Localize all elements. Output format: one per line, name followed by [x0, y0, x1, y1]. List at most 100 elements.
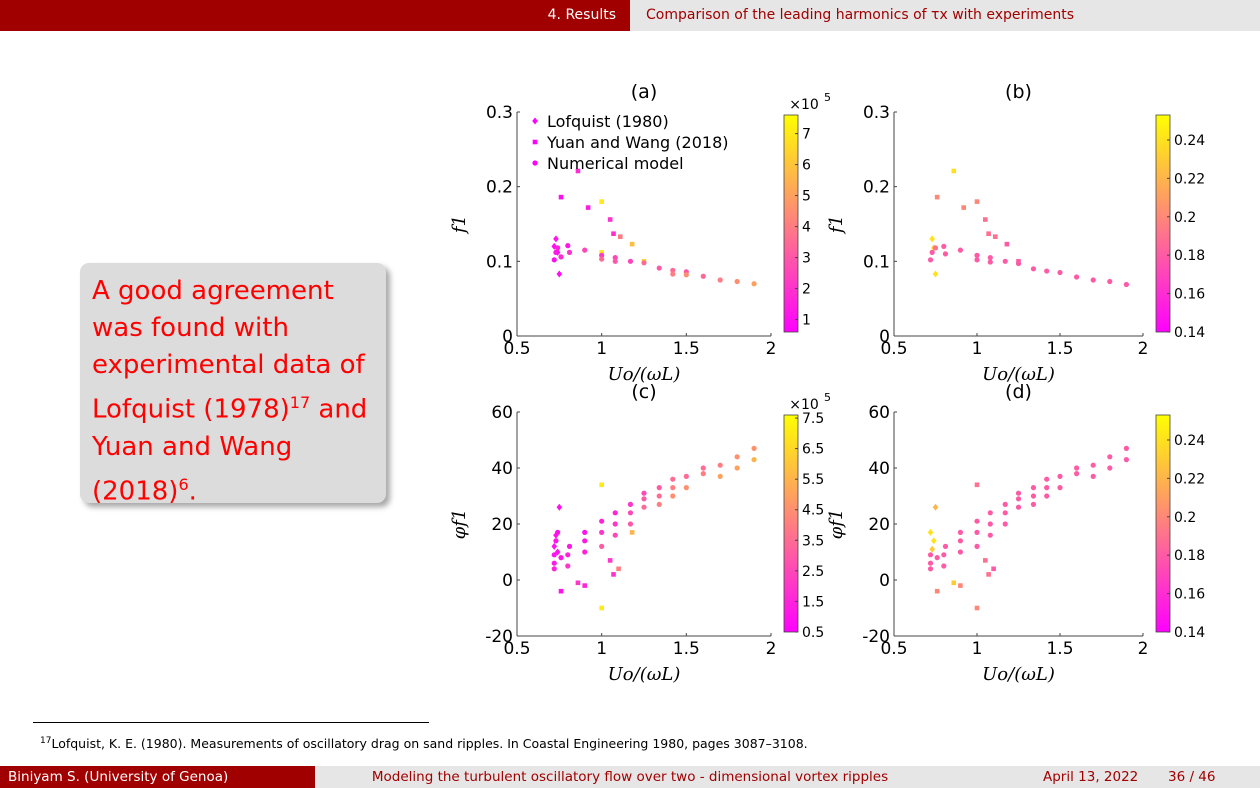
data-point	[1123, 445, 1129, 451]
legend-entry: Numerical model	[547, 154, 684, 173]
data-point	[751, 445, 757, 451]
summary-text-end: .	[188, 476, 197, 507]
y-tick-label: 60	[491, 403, 513, 423]
colorbar-tick-label: 0.18	[1174, 548, 1205, 564]
colorbar-tick-label: 0.2	[1174, 510, 1196, 526]
citation-17[interactable]: 17	[289, 393, 311, 412]
legend-marker	[532, 139, 538, 145]
data-point	[1002, 521, 1008, 527]
data-point	[991, 566, 996, 572]
data-point	[1107, 465, 1113, 471]
footer-page-number[interactable]: 36 / 46	[1168, 769, 1216, 785]
y-tick-label: 0.3	[486, 103, 513, 123]
panel-label: (a)	[631, 81, 657, 103]
y-tick-label: 0.1	[863, 252, 890, 272]
data-point	[717, 277, 723, 283]
data-point	[670, 271, 676, 277]
data-point	[941, 552, 947, 558]
data-point	[1002, 258, 1008, 264]
data-point	[1074, 465, 1080, 471]
data-point	[941, 243, 947, 249]
data-point	[1015, 260, 1022, 267]
data-point	[717, 473, 723, 479]
footnote-rule	[33, 722, 429, 723]
data-point	[558, 254, 564, 260]
data-point	[942, 251, 949, 257]
series-square	[558, 168, 647, 264]
legend-marker	[532, 117, 538, 125]
data-point	[974, 252, 980, 258]
y-tick-label: 0.3	[863, 103, 890, 123]
y-tick-label: 0	[502, 571, 513, 591]
data-point	[565, 243, 571, 249]
data-point	[1030, 485, 1037, 491]
data-point	[1123, 281, 1129, 288]
x-axis-label: Uo/(ωL)	[608, 664, 681, 685]
data-point	[670, 493, 676, 499]
data-point	[1002, 510, 1008, 516]
data-point	[1044, 268, 1050, 274]
citation-6[interactable]: 6	[178, 474, 189, 494]
x-tick-label: 0.5	[880, 639, 907, 659]
panel-label: (b)	[1005, 81, 1032, 103]
data-point	[1044, 476, 1050, 482]
data-point	[656, 501, 662, 507]
data-point	[551, 560, 557, 566]
x-tick-label: 0.5	[880, 339, 907, 359]
data-point	[751, 457, 757, 463]
series-square	[934, 482, 996, 611]
colorbar-tick-label: 1.5	[802, 594, 824, 610]
data-point	[582, 549, 588, 555]
data-point	[932, 270, 939, 278]
panel-label: (c)	[631, 381, 656, 403]
data-point	[1044, 493, 1050, 499]
subsection-title: Comparison of the leading harmonics of τ…	[646, 7, 1075, 23]
data-point	[629, 241, 635, 247]
data-point	[717, 462, 723, 468]
data-point	[556, 503, 563, 511]
data-point	[556, 270, 563, 278]
data-point	[974, 482, 980, 488]
data-point	[1004, 241, 1010, 247]
data-point	[1074, 471, 1080, 477]
data-point	[1030, 493, 1037, 499]
data-point	[554, 548, 561, 556]
y-tick-label: 0.2	[863, 178, 890, 198]
data-point	[558, 588, 564, 594]
y-tick-label: 0	[879, 571, 890, 591]
data-point	[957, 538, 964, 544]
data-point	[575, 580, 581, 586]
colorbar-tick-label: 5.5	[802, 472, 824, 488]
data-point	[551, 552, 557, 558]
data-point	[641, 504, 647, 510]
data-point	[927, 257, 934, 263]
data-point	[931, 537, 937, 545]
colorbar-tick-label: 2.5	[802, 564, 824, 580]
data-point	[551, 542, 558, 550]
colorbar-tick-label: 1	[802, 313, 811, 329]
y-axis-label: φf1	[449, 509, 470, 540]
data-point	[616, 566, 621, 572]
data-point	[599, 543, 605, 550]
series-diamond	[927, 503, 939, 553]
data-point	[987, 521, 993, 527]
header-right-band	[630, 0, 1260, 31]
data-point	[551, 257, 557, 263]
data-point	[1057, 485, 1063, 491]
data-point	[1015, 504, 1022, 510]
data-point	[656, 493, 662, 499]
colorbar-tick-label: 0.24	[1174, 133, 1205, 149]
data-point	[983, 217, 988, 222]
data-point	[1074, 274, 1080, 280]
y-tick-label: 60	[868, 403, 890, 423]
data-point	[992, 234, 998, 239]
data-point	[683, 473, 689, 479]
data-point	[566, 543, 573, 550]
data-point	[617, 234, 623, 239]
data-point	[927, 566, 934, 572]
x-tick-label: 2	[1138, 339, 1149, 359]
chart-panel-b: 0.5 1 1.5 2 0 0.1 0.2 0.3 (b) Uo/(ωL) f1 0.14 0.16 0.…	[826, 81, 1205, 385]
data-point	[599, 529, 605, 536]
data-point	[974, 529, 980, 536]
data-point	[1044, 485, 1050, 491]
